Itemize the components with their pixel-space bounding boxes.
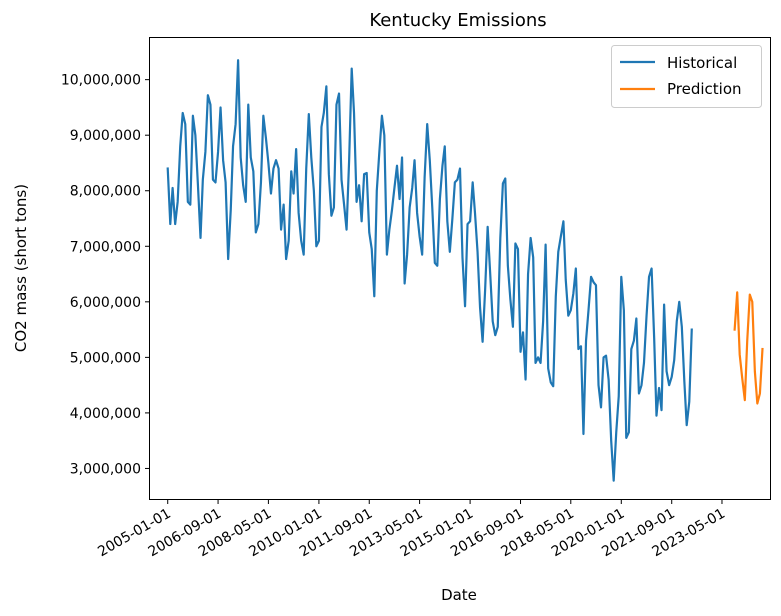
legend-label-prediction: Prediction bbox=[667, 80, 742, 98]
y-tick-label: 9,000,000 bbox=[70, 128, 141, 144]
y-tick-label: 7,000,000 bbox=[70, 239, 141, 255]
y-tick-label: 6,000,000 bbox=[70, 295, 141, 311]
y-tick-label: 5,000,000 bbox=[70, 350, 141, 366]
series-line-prediction bbox=[733, 291, 764, 405]
plot-frame bbox=[149, 37, 771, 500]
x-axis-label: Date bbox=[441, 586, 477, 604]
y-tick-label: 4,000,000 bbox=[70, 406, 141, 422]
chart-title: Kentucky Emissions bbox=[369, 10, 546, 31]
series-line-historical bbox=[166, 59, 693, 482]
y-axis: 3,000,000 4,000,000 5,000,000 6,000,000 7,00… bbox=[61, 73, 150, 477]
legend-label-historical: Historical bbox=[667, 54, 737, 72]
y-tick-label: 8,000,000 bbox=[70, 184, 141, 200]
legend: Historical Prediction bbox=[611, 45, 762, 108]
y-tick-label: 10,000,000 bbox=[61, 73, 141, 89]
y-tick-label: 3,000,000 bbox=[70, 461, 141, 477]
y-axis-label: CO2 mass (short tons) bbox=[12, 184, 30, 352]
plot-lines bbox=[166, 59, 764, 482]
